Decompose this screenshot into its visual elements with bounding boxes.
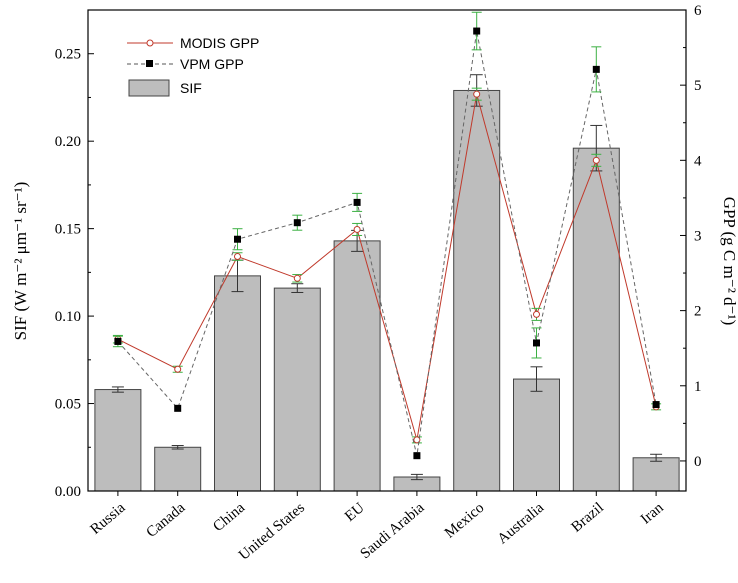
left-axis-title: SIF (W m⁻² μm⁻¹ sr⁻¹) (11, 182, 30, 341)
sif-bar (94, 389, 142, 492)
legend-sif-label: SIF (180, 80, 202, 96)
sif-bar (154, 446, 202, 492)
category-label: Canada (144, 500, 189, 541)
sif-bar (333, 240, 381, 492)
left-tick-label: 0.15 (55, 222, 81, 238)
sif-bar (572, 147, 620, 492)
modis-gpp-point (174, 365, 182, 373)
sif-bar (632, 457, 680, 492)
legend-vpm-label: VPM GPP (180, 56, 244, 72)
category-label: Australia (495, 500, 548, 548)
left-tick-label: 0.05 (55, 397, 81, 413)
modis-gpp-point (293, 274, 301, 282)
left-tick-label: 0.25 (55, 47, 81, 63)
category-label: China (210, 500, 248, 536)
category-label: United States (236, 500, 308, 564)
modis-gpp-point (473, 90, 481, 98)
sif-bar (453, 89, 501, 492)
right-tick-label: 3 (694, 228, 702, 244)
category-label: Saudi Arabia (358, 500, 428, 563)
right-tick-label: 4 (694, 153, 702, 169)
vpm-gpp-point (293, 219, 301, 227)
vpm-gpp-point (652, 401, 660, 409)
bars-layer (94, 74, 680, 492)
modis-gpp-point (413, 436, 421, 444)
vpm-gpp-point (533, 339, 540, 347)
vpm-gpp-point (592, 65, 600, 73)
right-tick-label: 5 (694, 78, 702, 94)
right-axis-title: GPP (g C m⁻² d⁻¹) (720, 197, 738, 326)
left-tick-label: 0.10 (55, 309, 81, 325)
category-label: Iran (638, 499, 667, 527)
category-label: EU (342, 500, 368, 525)
legend-sif-swatch (128, 79, 170, 97)
sif-bar (513, 378, 560, 492)
vpm-gpp-point (234, 235, 241, 243)
modis-gpp-line (117, 94, 657, 441)
modis-gpp-point (353, 225, 361, 233)
vpm-gpp-point (353, 198, 361, 206)
legend-modis-marker (146, 39, 154, 47)
modis-gpp-point (592, 156, 600, 164)
vpm-gpp-point (473, 27, 481, 35)
sif-bar (214, 275, 261, 492)
category-label: Mexico (442, 500, 487, 542)
modis-gpp-point (234, 253, 241, 261)
legend-vpm-marker (146, 60, 153, 67)
legend: MODIS GPP VPM GPP SIF (127, 35, 259, 97)
sif-bar (273, 287, 321, 492)
right-tick-label: 2 (694, 304, 702, 320)
vpm-gpp-point (174, 404, 182, 412)
vpm-gpp-point (413, 452, 421, 460)
modis-gpp-point (533, 310, 540, 318)
category-label: Russia (88, 500, 129, 538)
gpp-lines-layer (112, 11, 662, 460)
legend-modis-label: MODIS GPP (180, 35, 259, 51)
vpm-gpp-point (114, 337, 122, 345)
plot-frame (87, 9, 687, 492)
right-tick-label: 6 (694, 3, 702, 19)
vpm-gpp-line (117, 30, 657, 456)
left-tick-label: 0.20 (55, 134, 81, 150)
right-tick-label: 1 (694, 379, 702, 395)
left-tick-label: 0.00 (55, 484, 81, 500)
category-label: Brazil (569, 500, 607, 536)
right-tick-label: 0 (694, 454, 702, 470)
